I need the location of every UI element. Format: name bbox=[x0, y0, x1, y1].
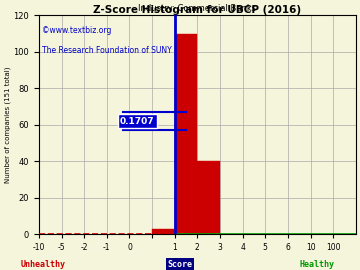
Text: Score: Score bbox=[167, 260, 193, 269]
Bar bbox=[197, 161, 220, 234]
Text: The Research Foundation of SUNY: The Research Foundation of SUNY bbox=[42, 46, 172, 55]
Text: 0.1707: 0.1707 bbox=[120, 117, 155, 126]
Text: Industry: Commercial Banks: Industry: Commercial Banks bbox=[138, 4, 256, 13]
Text: Healthy: Healthy bbox=[299, 260, 334, 269]
Bar bbox=[175, 33, 197, 234]
Y-axis label: Number of companies (151 total): Number of companies (151 total) bbox=[4, 66, 11, 183]
Bar bbox=[152, 229, 175, 234]
Title: Z-Score Histogram for UBCP (2016): Z-Score Histogram for UBCP (2016) bbox=[93, 5, 301, 15]
Text: Unhealthy: Unhealthy bbox=[21, 260, 66, 269]
Text: ©www.textbiz.org: ©www.textbiz.org bbox=[42, 26, 112, 35]
